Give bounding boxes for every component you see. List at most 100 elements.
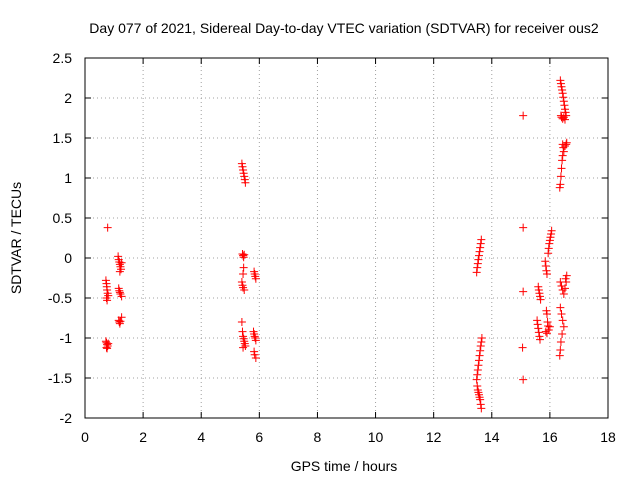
y-tick-label: -2 — [60, 410, 73, 426]
data-point — [547, 230, 556, 238]
x-tick-label: 18 — [600, 429, 616, 445]
data-point — [115, 267, 124, 276]
data-point — [558, 156, 567, 165]
data-point — [536, 292, 545, 301]
data-point — [556, 180, 565, 189]
data-point — [103, 223, 112, 232]
data-point — [544, 326, 553, 334]
data-points — [101, 76, 571, 413]
data-point — [241, 178, 250, 187]
data-point — [560, 101, 569, 110]
data-point — [558, 316, 567, 325]
data-point — [240, 175, 249, 184]
data-point — [251, 336, 260, 345]
x-tick-label: 8 — [314, 429, 322, 445]
data-point — [251, 274, 260, 283]
data-point — [473, 263, 482, 272]
data-point — [250, 347, 259, 356]
x-tick-label: 0 — [81, 429, 89, 445]
data-point — [238, 162, 247, 171]
x-axis-label: GPS time / hours — [291, 458, 398, 474]
data-point — [476, 239, 485, 248]
data-point — [239, 166, 248, 174]
data-point — [556, 79, 565, 88]
data-point — [544, 322, 553, 330]
data-point — [476, 346, 485, 355]
y-tick-label: -1.5 — [48, 370, 72, 386]
data-point — [546, 233, 555, 242]
data-point — [474, 251, 483, 260]
data-point — [558, 89, 567, 98]
data-point — [474, 361, 483, 370]
y-tick-label: -1 — [60, 330, 73, 346]
data-point — [519, 287, 528, 296]
data-point — [542, 306, 551, 315]
data-point — [561, 108, 570, 117]
data-point — [472, 268, 481, 277]
data-point — [559, 93, 568, 102]
data-point — [237, 318, 246, 326]
data-point — [101, 276, 110, 285]
data-point — [562, 111, 571, 120]
chart-title: Day 077 of 2021, Sidereal Day-to-day VTE… — [89, 20, 599, 36]
data-point — [477, 235, 486, 244]
data-point — [558, 86, 567, 94]
data-point — [103, 344, 112, 353]
data-point — [473, 370, 482, 379]
data-point — [240, 286, 249, 294]
data-point — [117, 258, 126, 267]
data-point — [556, 346, 565, 354]
x-tick-label: 16 — [542, 429, 558, 445]
data-point — [117, 313, 126, 322]
data-point — [543, 318, 552, 326]
data-point — [104, 339, 113, 348]
y-tick-label: 2 — [64, 90, 72, 106]
data-point — [103, 296, 112, 305]
y-tick-label: 0 — [64, 250, 72, 266]
tick-labels: 0 2 4 6 8 10 12 14 16 18 -2 -1.5 -1 -0.5 0 0.5 1 1.5 2 2.5 — [48, 50, 616, 445]
data-point — [557, 310, 566, 318]
data-point — [239, 263, 248, 272]
plot-frame — [84, 57, 609, 419]
data-point — [562, 138, 571, 147]
data-point — [557, 164, 566, 173]
data-point — [542, 310, 551, 318]
data-point — [559, 97, 568, 106]
y-tick-label: 1.5 — [53, 130, 73, 146]
data-point — [115, 286, 124, 295]
data-point — [559, 322, 568, 331]
data-point — [545, 239, 554, 248]
data-point — [475, 247, 484, 256]
data-point — [117, 292, 126, 301]
data-point — [476, 342, 485, 350]
y-axis-label: SDTVAR / TECUs — [8, 182, 24, 294]
data-point — [237, 159, 246, 168]
data-point — [237, 278, 246, 286]
x-tick-label: 4 — [197, 429, 205, 445]
data-point — [533, 316, 542, 325]
data-point — [473, 382, 482, 390]
grid — [85, 58, 608, 418]
x-tick-label: 2 — [139, 429, 147, 445]
data-point — [251, 354, 260, 362]
data-point — [541, 262, 550, 270]
data-point — [542, 270, 551, 278]
data-point — [519, 375, 528, 384]
x-tick-label: 14 — [484, 429, 500, 445]
y-tick-label: -0.5 — [48, 290, 72, 306]
data-point — [545, 236, 554, 245]
x-tick-label: 12 — [426, 429, 442, 445]
data-point — [559, 290, 568, 298]
data-point — [238, 250, 247, 258]
data-point — [560, 142, 569, 150]
data-point — [542, 266, 551, 275]
data-point — [239, 343, 248, 352]
data-point — [544, 244, 553, 253]
data-point — [555, 351, 564, 360]
data-point — [535, 332, 544, 341]
data-point — [474, 356, 483, 365]
data-point — [476, 243, 485, 252]
data-point — [541, 257, 550, 266]
y-tick-label: 1 — [64, 170, 72, 186]
data-point — [560, 115, 569, 124]
